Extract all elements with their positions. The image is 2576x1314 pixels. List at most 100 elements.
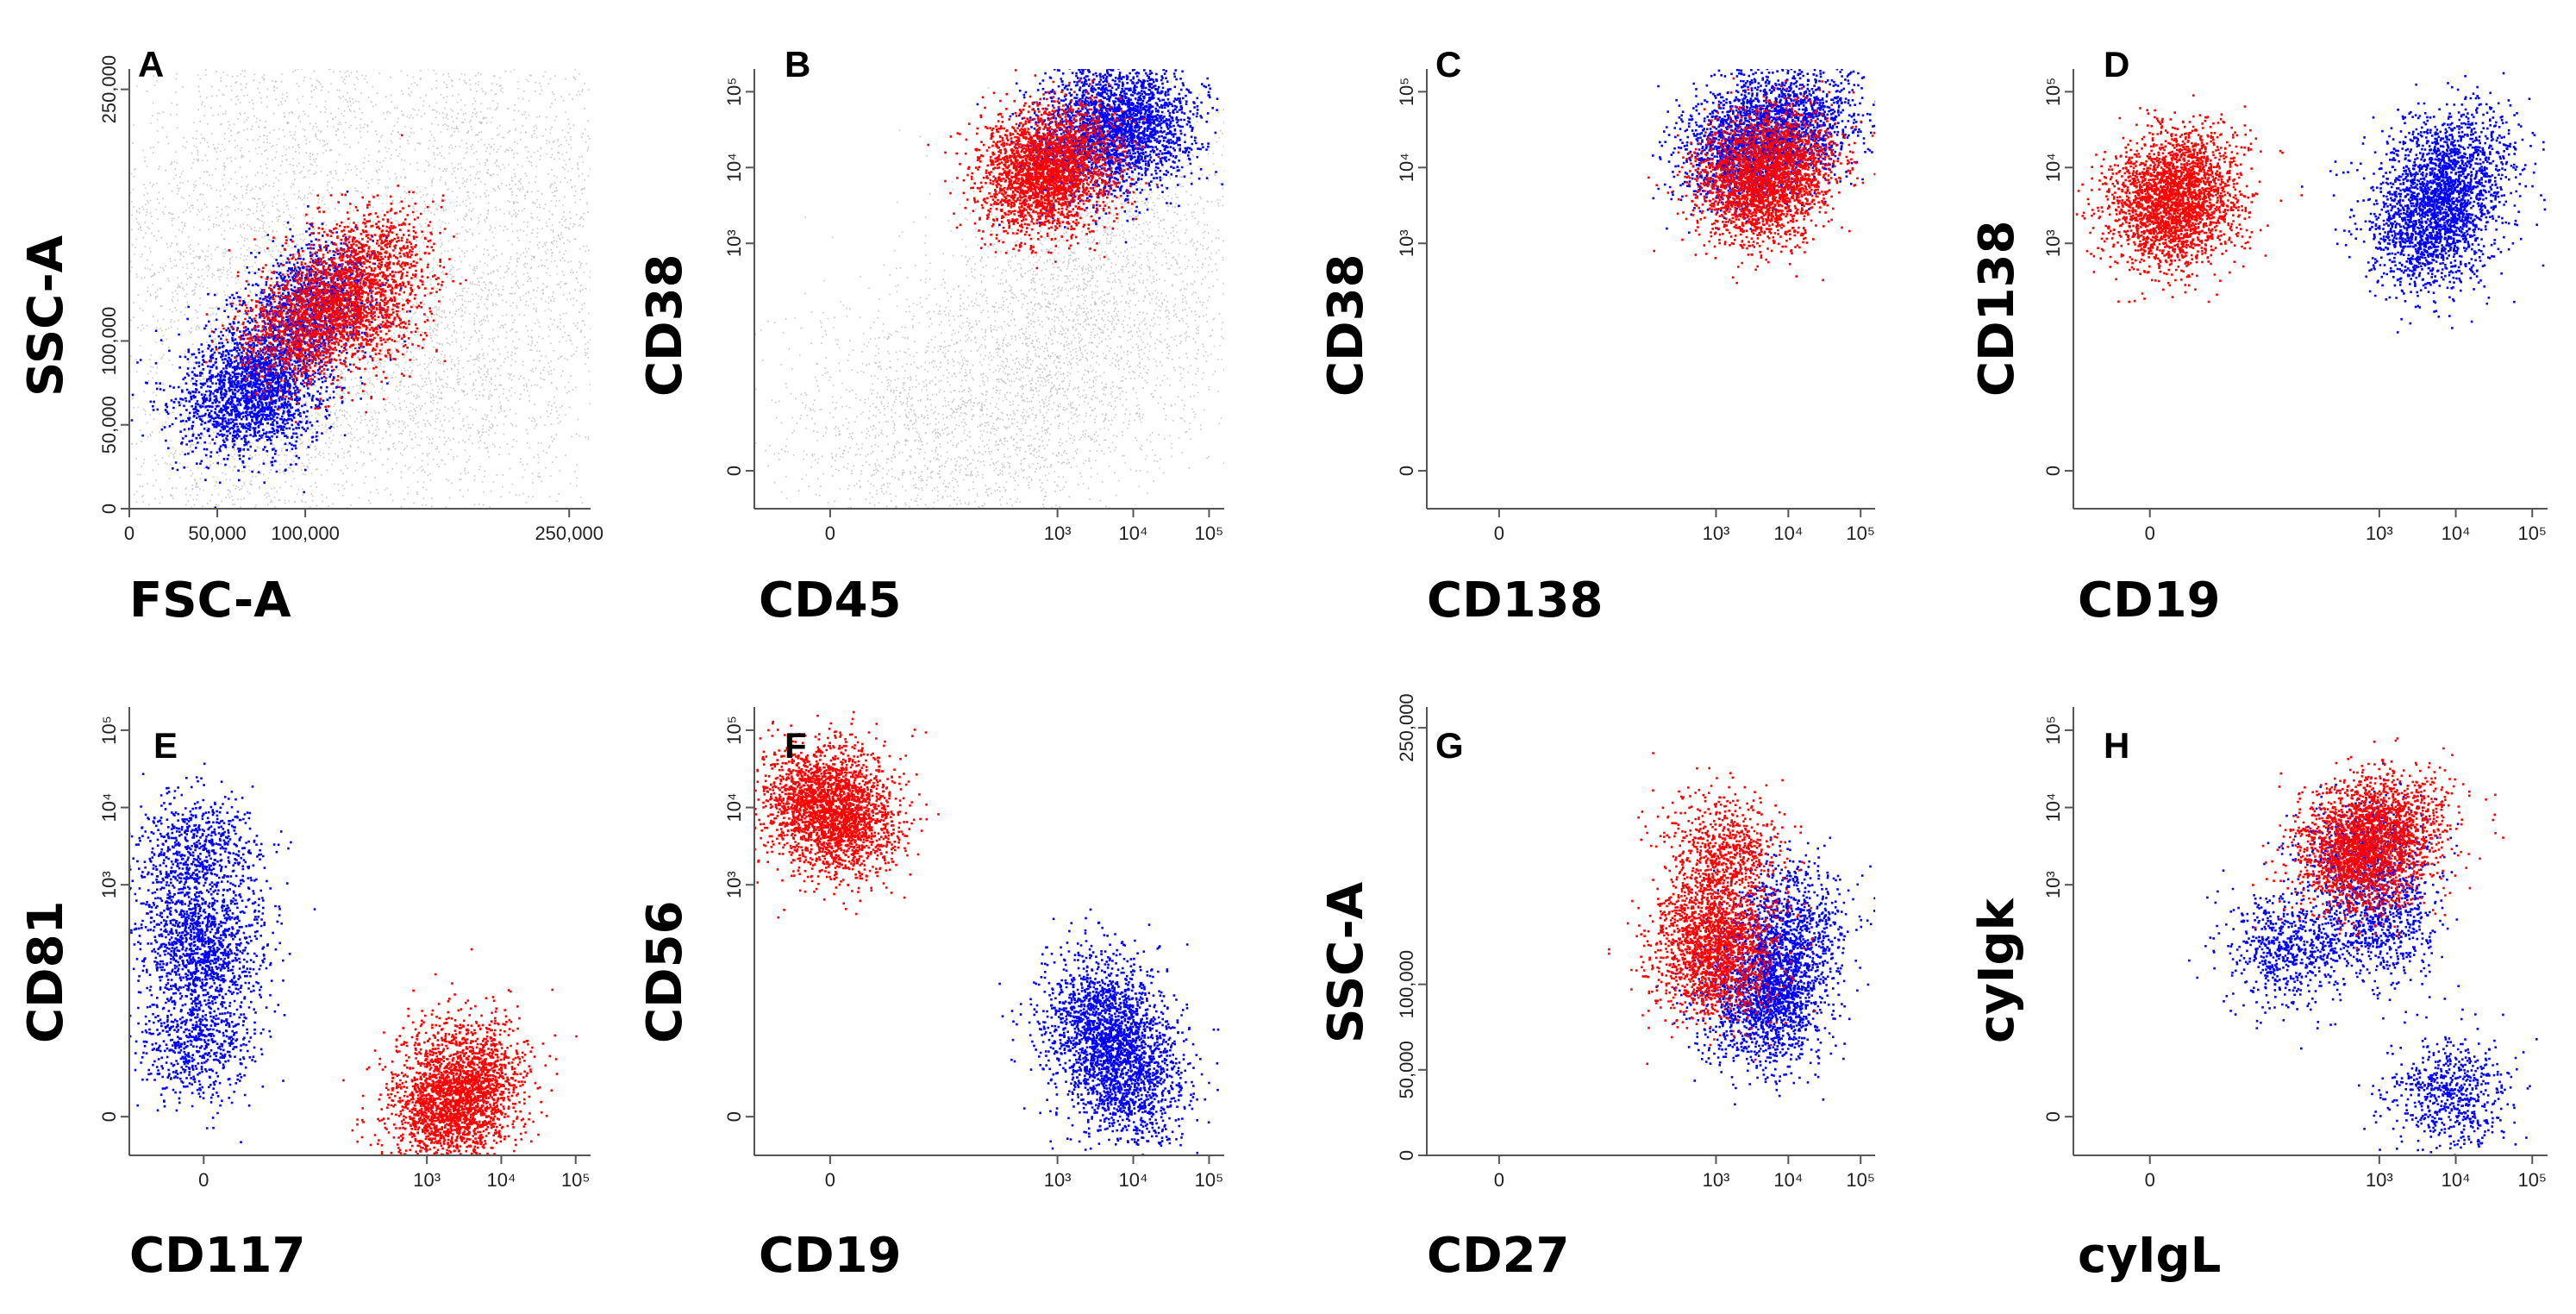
data-point <box>532 255 535 259</box>
x-axis-title: CD19 <box>2078 573 2221 629</box>
point-cloud <box>129 75 459 501</box>
x-tick-label: 0 <box>2145 522 2155 544</box>
x-tick-label: 10³ <box>1044 522 1072 544</box>
point-cloud <box>1653 101 1841 285</box>
x-tick-label: 10⁴ <box>2442 522 2471 544</box>
point-cloud <box>1717 69 1875 196</box>
point-cloud <box>1626 841 1805 1047</box>
point-cloud <box>827 131 1224 509</box>
y-tick-label: 0 <box>1396 466 1417 476</box>
point-cloud <box>754 710 928 901</box>
y-tick-label: 0 <box>2042 466 2064 476</box>
y-tick-label: 250,000 <box>98 55 120 124</box>
data-point <box>356 356 360 360</box>
point-cloud <box>356 989 578 1155</box>
y-axis-title: CD38 <box>637 253 693 397</box>
y-axis-title: cyIgk <box>1969 897 2025 1043</box>
x-tick-label: 0 <box>198 1169 209 1191</box>
point-cloud <box>927 79 1116 270</box>
y-tick-label: 10⁴ <box>2042 793 2064 823</box>
y-tick-label: 10⁵ <box>98 716 120 745</box>
series-blue-population <box>2301 72 2547 334</box>
x-tick-label: 10⁴ <box>1773 1169 1803 1191</box>
panel-label: G <box>1435 725 1464 766</box>
point-cloud <box>236 225 416 385</box>
y-axis-title: CD138 <box>1969 221 2025 397</box>
data-point <box>286 121 290 125</box>
x-axis-title: CD117 <box>129 1228 305 1284</box>
y-axis-title: CD56 <box>637 900 693 1043</box>
panel-label: E <box>153 725 178 766</box>
y-axis-title: CD81 <box>18 900 74 1043</box>
series-red-population <box>342 948 578 1155</box>
x-tick-label: 10³ <box>1044 1169 1072 1191</box>
y-tick-label: 10⁵ <box>1396 78 1417 107</box>
panel-e: 0 10³ 10⁴ 10⁵ 0 10³ 10⁴ 10⁵ CD117 CD81 E <box>18 707 591 1284</box>
point-cloud <box>944 96 1147 259</box>
point-cloud <box>2358 1008 2538 1155</box>
x-tick-label: 10⁴ <box>1119 522 1148 544</box>
panel-label: A <box>138 44 164 84</box>
x-axis-title: FSC-A <box>129 573 291 629</box>
x-axis-title: CD45 <box>759 573 902 629</box>
x-tick-label: 10⁵ <box>2517 522 2547 544</box>
y-tick-label: 10⁵ <box>723 78 745 107</box>
y-tick-label: 10³ <box>2042 229 2064 257</box>
data-point <box>198 255 202 259</box>
series-red-population <box>205 134 467 423</box>
y-tick-label: 0 <box>723 466 745 476</box>
x-tick-label: 10⁴ <box>2442 1169 2471 1191</box>
x-tick-label: 0 <box>1494 1169 1504 1191</box>
x-axis-title: CD138 <box>1427 573 1603 629</box>
series-red-population <box>1608 752 1816 1066</box>
y-tick-label: 10³ <box>723 871 745 898</box>
point-cloud <box>205 243 398 423</box>
panel-d: 0 10³ 10⁴ 10⁵ 0 10³ 10⁴ 10⁵ CD19 CD138 D <box>1969 44 2548 629</box>
x-tick-label: 10³ <box>2366 1169 2393 1191</box>
y-tick-label: 10³ <box>1396 229 1417 257</box>
point-cloud <box>1637 752 1806 942</box>
x-axis-title: CD19 <box>759 1228 902 1284</box>
data-point <box>1056 355 1060 359</box>
series-red-population <box>927 69 1160 270</box>
y-tick-label: 100,000 <box>98 307 120 376</box>
data-point <box>904 439 908 442</box>
x-tick-label: 50,000 <box>188 522 246 544</box>
x-axis-title: CD27 <box>1427 1228 1570 1284</box>
data-point <box>1130 1091 1136 1096</box>
point-cloud <box>879 127 1224 507</box>
panel-h: 0 10³ 10⁴ 10⁵ 0 10³ 10⁴ 10⁵ cyIgL cyIgk H <box>1969 707 2548 1284</box>
point-cloud <box>129 762 292 939</box>
data-point <box>980 409 984 412</box>
x-tick-label: 10⁵ <box>1195 1169 1224 1191</box>
point-cloud <box>184 295 362 494</box>
y-tick-label: 0 <box>2042 1111 2064 1122</box>
point-cloud <box>129 947 284 1143</box>
y-tick-label: 250,000 <box>1396 693 1417 762</box>
series-blue-population <box>129 762 316 1143</box>
series-red-population <box>2073 94 2303 303</box>
x-tick-label: 0 <box>825 522 835 544</box>
panel-g: 0 10³ 10⁴ 10⁵ 0 50,000 100,000 250,000 CD27 SSC-A… <box>1318 693 1875 1284</box>
point-cloud <box>2095 94 2284 260</box>
series-red-population <box>754 710 940 919</box>
data-point <box>194 843 199 848</box>
data-point <box>462 390 466 393</box>
point-cloud <box>130 329 323 509</box>
data-point <box>294 330 299 335</box>
x-tick-label: 0 <box>825 1169 835 1191</box>
data-point <box>2361 843 2367 848</box>
y-tick-label: 10³ <box>98 871 120 898</box>
panel-c: 0 10³ 10⁴ 10⁵ 0 10³ 10⁴ 10⁵ CD138 CD38 C <box>1318 44 1875 629</box>
x-axis-title: cyIgL <box>2078 1228 2221 1284</box>
y-tick-label: 0 <box>723 1111 745 1122</box>
point-cloud <box>2252 758 2440 949</box>
y-tick-label: 10⁵ <box>2042 78 2064 107</box>
point-cloud <box>351 1015 540 1155</box>
x-tick-label: 10⁵ <box>1195 522 1224 544</box>
x-tick-label: 10³ <box>2366 522 2393 544</box>
x-tick-label: 10⁴ <box>486 1169 516 1191</box>
y-tick-label: 10⁴ <box>2042 153 2064 182</box>
y-tick-label: 10⁵ <box>2042 716 2064 745</box>
